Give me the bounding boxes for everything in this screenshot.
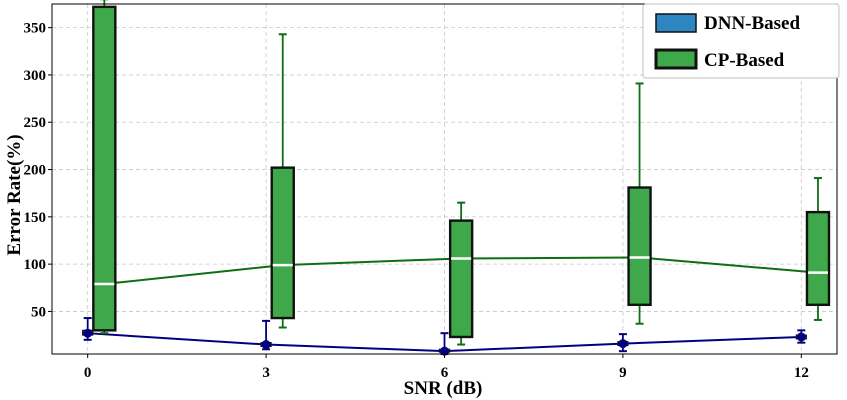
- x-tick-label: 6: [441, 365, 449, 381]
- box: [82, 317, 94, 341]
- y-tick-label: 200: [24, 163, 47, 179]
- median-marker: [618, 339, 628, 349]
- y-tick-label: 150: [24, 210, 47, 226]
- median-marker: [796, 332, 806, 342]
- median-marker: [83, 328, 93, 338]
- x-tick-label: 9: [619, 365, 627, 381]
- series-dnn-based: [82, 317, 807, 356]
- box: [270, 33, 295, 329]
- box: [438, 332, 451, 356]
- box: [617, 333, 629, 353]
- legend-swatch-dnn-based: [655, 13, 697, 33]
- box: [627, 82, 652, 325]
- box-body: [805, 210, 831, 307]
- legend-swatch-cp-based: [654, 48, 698, 70]
- series-cp-based: [92, 0, 831, 346]
- x-tick-label: 0: [84, 365, 92, 381]
- y-tick-labels: 50 100 150 200 250 300 350: [24, 21, 52, 320]
- y-tick-label: 50: [31, 304, 46, 320]
- x-tick-label: 12: [794, 365, 809, 381]
- box: [92, 0, 117, 335]
- y-tick-label: 300: [24, 68, 47, 84]
- legend-label-dnn-based: DNN-Based: [704, 13, 800, 34]
- series-layer: [82, 0, 831, 356]
- x-tick-labels: 0 3 6 9 12: [84, 354, 809, 381]
- legend-label-cp-based: CP-Based: [704, 50, 785, 71]
- y-axis-label: Error Rate(%): [4, 134, 25, 255]
- box: [795, 329, 807, 344]
- box: [448, 201, 474, 346]
- x-tick-label: 3: [262, 365, 270, 381]
- box: [805, 177, 831, 321]
- box-body: [270, 166, 295, 320]
- box: [260, 319, 272, 351]
- median-marker: [261, 340, 271, 350]
- x-axis-label: SNR (dB): [404, 378, 483, 399]
- legend: DNN-Based CP-Based: [642, 3, 840, 79]
- y-tick-label: 350: [24, 21, 47, 37]
- box-body: [627, 186, 652, 307]
- box-body: [92, 5, 117, 332]
- y-tick-label: 100: [24, 257, 47, 273]
- box-body: [448, 219, 474, 339]
- y-tick-label: 250: [24, 115, 47, 131]
- median-marker: [440, 346, 449, 356]
